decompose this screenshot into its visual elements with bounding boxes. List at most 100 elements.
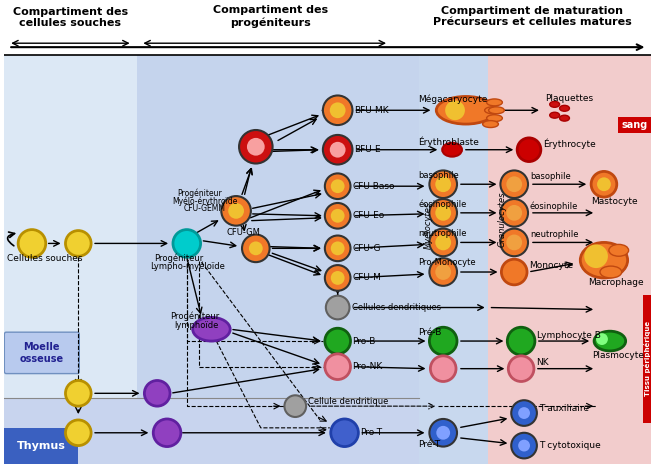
- Text: Cellules dendritiques: Cellules dendritiques: [352, 303, 441, 312]
- Ellipse shape: [594, 331, 626, 351]
- Text: Progéniteur: Progéniteur: [177, 188, 222, 198]
- Circle shape: [325, 235, 350, 261]
- Circle shape: [430, 327, 457, 355]
- Text: Érythroblaste: Érythroblaste: [419, 136, 480, 147]
- Text: Mégacaryocyte: Mégacaryocyte: [419, 95, 488, 104]
- Text: Moelle
osseuse: Moelle osseuse: [20, 342, 64, 364]
- Circle shape: [331, 179, 344, 193]
- Text: éosinophile: éosinophile: [419, 199, 467, 209]
- Ellipse shape: [550, 101, 560, 107]
- Text: T cytotoxique: T cytotoxique: [539, 441, 601, 450]
- Circle shape: [325, 173, 350, 199]
- Circle shape: [597, 177, 611, 191]
- Ellipse shape: [442, 143, 462, 156]
- Text: Tissu périphérique: Tissu périphérique: [644, 321, 651, 396]
- Circle shape: [436, 426, 450, 439]
- Bar: [618, 117, 651, 133]
- Ellipse shape: [560, 106, 569, 111]
- Circle shape: [221, 196, 251, 226]
- FancyBboxPatch shape: [5, 332, 79, 374]
- Text: Progéniteur: Progéniteur: [170, 311, 219, 321]
- Text: Progéniteur: Progéniteur: [154, 254, 203, 263]
- Text: BFU-E: BFU-E: [354, 145, 381, 154]
- Circle shape: [506, 205, 522, 221]
- Ellipse shape: [487, 99, 502, 106]
- Circle shape: [584, 244, 608, 268]
- Text: CFU-GM: CFU-GM: [226, 228, 260, 237]
- Circle shape: [330, 102, 346, 118]
- Circle shape: [518, 407, 530, 419]
- Circle shape: [330, 142, 346, 158]
- Ellipse shape: [581, 242, 628, 278]
- Text: NK: NK: [536, 358, 548, 367]
- Text: Plaquettes: Plaquettes: [544, 94, 593, 103]
- Text: Pro-NK: Pro-NK: [352, 362, 382, 371]
- Text: basophile: basophile: [530, 172, 571, 181]
- Text: Myélo-érythroïde: Myélo-érythroïde: [172, 196, 237, 206]
- Text: Compartiment des
cellules souches: Compartiment des cellules souches: [13, 7, 128, 28]
- Circle shape: [18, 230, 46, 257]
- Ellipse shape: [609, 244, 628, 256]
- Circle shape: [511, 400, 537, 426]
- Text: Cellules souches: Cellules souches: [7, 254, 83, 263]
- Circle shape: [144, 381, 170, 406]
- Text: Thymus: Thymus: [16, 441, 65, 451]
- Circle shape: [331, 209, 344, 223]
- Bar: [5, 398, 419, 464]
- Circle shape: [326, 296, 350, 319]
- Ellipse shape: [487, 115, 502, 121]
- Text: T auxiliaire: T auxiliaire: [539, 403, 589, 413]
- Circle shape: [506, 234, 522, 250]
- Bar: [5, 428, 78, 464]
- Circle shape: [331, 419, 358, 446]
- Circle shape: [154, 419, 181, 446]
- Circle shape: [239, 130, 273, 163]
- Circle shape: [436, 205, 451, 221]
- Text: CFU-M: CFU-M: [352, 274, 381, 283]
- Circle shape: [501, 259, 527, 285]
- Text: neutrophile: neutrophile: [419, 229, 467, 238]
- Circle shape: [228, 203, 244, 219]
- Ellipse shape: [550, 112, 560, 118]
- Text: CFU-GEMM: CFU-GEMM: [184, 205, 226, 213]
- Circle shape: [66, 381, 91, 406]
- Text: Compartiment des
progéniteurs: Compartiment des progéniteurs: [213, 6, 328, 28]
- Circle shape: [66, 231, 91, 256]
- Ellipse shape: [489, 107, 504, 114]
- Ellipse shape: [583, 263, 599, 273]
- Circle shape: [247, 138, 264, 156]
- Text: CFU-Eo: CFU-Eo: [352, 211, 384, 220]
- Text: Lymphocyte B: Lymphocyte B: [537, 331, 601, 340]
- Circle shape: [66, 420, 91, 446]
- Circle shape: [430, 229, 457, 256]
- Circle shape: [325, 354, 350, 380]
- Text: CFU-Baso: CFU-Baso: [352, 182, 395, 191]
- Circle shape: [430, 356, 456, 382]
- Circle shape: [501, 199, 528, 226]
- Text: Cellule dendritique: Cellule dendritique: [308, 396, 388, 406]
- Circle shape: [596, 333, 608, 345]
- Circle shape: [325, 203, 350, 229]
- Text: Pré-B: Pré-B: [419, 328, 442, 337]
- Circle shape: [430, 170, 457, 198]
- Bar: [138, 55, 419, 464]
- Circle shape: [430, 199, 457, 226]
- Circle shape: [507, 327, 535, 355]
- Circle shape: [242, 234, 270, 262]
- Ellipse shape: [600, 266, 622, 278]
- Circle shape: [325, 328, 350, 354]
- Text: lymphoïde: lymphoïde: [174, 321, 218, 330]
- Text: Monocyte: Monocyte: [529, 261, 573, 269]
- Text: Pro-T: Pro-T: [360, 428, 382, 437]
- Ellipse shape: [436, 97, 495, 124]
- Circle shape: [249, 241, 262, 255]
- Text: Compartiment de maturation
Précurseurs et cellules matures: Compartiment de maturation Précurseurs e…: [432, 6, 631, 28]
- Circle shape: [501, 170, 528, 198]
- Text: Pro-B: Pro-B: [352, 337, 376, 346]
- Ellipse shape: [485, 107, 501, 114]
- Circle shape: [331, 241, 344, 255]
- Circle shape: [323, 135, 352, 164]
- Circle shape: [506, 177, 522, 192]
- Circle shape: [445, 100, 465, 120]
- Ellipse shape: [483, 120, 499, 127]
